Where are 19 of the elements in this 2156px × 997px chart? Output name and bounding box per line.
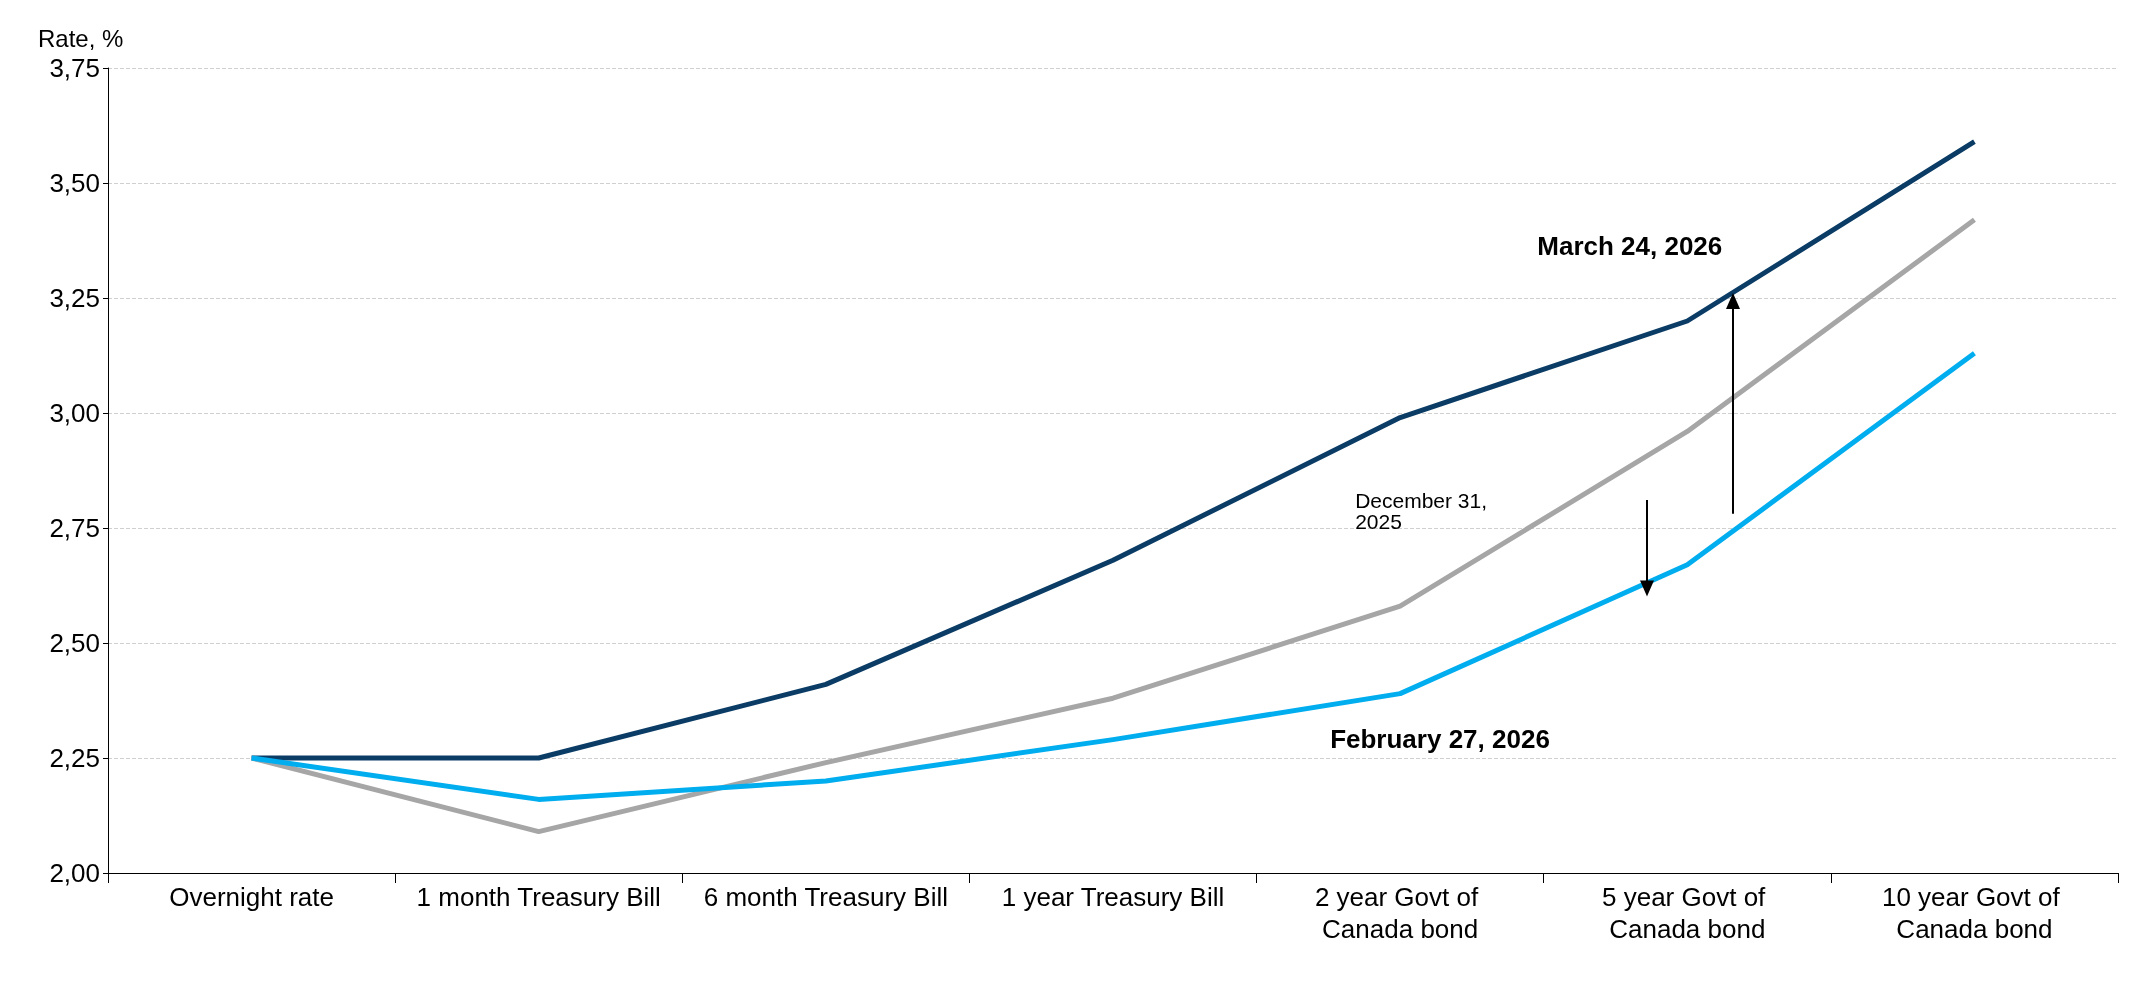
x-tick-label: 1 month Treasury Bill xyxy=(416,882,661,912)
x-tick-label: 1 year Treasury Bill xyxy=(1001,882,1225,912)
x-tick-label: 5 year Govt of Canada bond xyxy=(1602,882,1773,944)
series-label: December 31, 2025 xyxy=(1355,489,1493,534)
y-tick-label: 3,50 xyxy=(49,168,100,198)
y-tick-label: 2,25 xyxy=(49,743,100,773)
y-axis-title: Rate, % xyxy=(38,24,124,52)
y-tick-label: 2,00 xyxy=(49,858,100,888)
x-tick-label: 6 month Treasury Bill xyxy=(703,882,948,912)
y-tick-label: 3,25 xyxy=(49,283,100,313)
x-tick-label: 10 year Govt of Canada bond xyxy=(1881,882,2067,944)
y-tick-label: 2,75 xyxy=(49,513,100,543)
y-tick-label: 3,75 xyxy=(49,53,100,83)
series-label: February 27, 2026 xyxy=(1330,723,1550,754)
y-tick-label: 3,00 xyxy=(49,398,100,428)
x-tick-label: 2 year Govt of Canada bond xyxy=(1314,882,1486,944)
x-tick-label: Overnight rate xyxy=(169,882,334,912)
y-tick-label: 2,50 xyxy=(49,628,100,658)
series-label: March 24, 2026 xyxy=(1537,231,1723,261)
